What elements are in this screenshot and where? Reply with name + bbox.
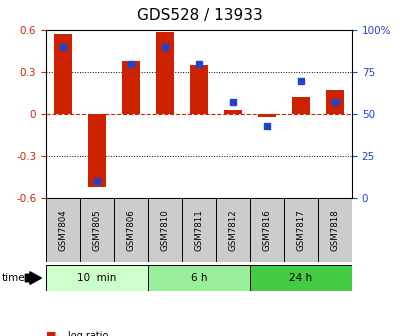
Point: [298, 78, 304, 83]
Text: 10  min: 10 min: [77, 273, 117, 283]
Bar: [284, 198, 318, 262]
Text: 24 h: 24 h: [290, 273, 312, 283]
Bar: [46, 198, 80, 262]
Bar: [216, 198, 250, 262]
Bar: [326, 90, 344, 114]
Bar: [156, 32, 174, 114]
Bar: [114, 198, 148, 262]
Bar: [182, 198, 216, 262]
Text: time: time: [2, 273, 26, 283]
Bar: [148, 198, 182, 262]
Bar: [250, 265, 352, 291]
Text: GDS528 / 13933: GDS528 / 13933: [137, 8, 263, 24]
Text: 6 h: 6 h: [191, 273, 207, 283]
Text: GSM7812: GSM7812: [228, 209, 238, 251]
FancyArrow shape: [25, 272, 42, 284]
Point: [230, 100, 236, 105]
Text: GSM7805: GSM7805: [92, 209, 102, 251]
Bar: [122, 61, 140, 114]
Bar: [224, 110, 242, 114]
Point: [332, 100, 338, 105]
Text: GSM7818: GSM7818: [330, 209, 340, 251]
Bar: [46, 265, 148, 291]
Text: GSM7816: GSM7816: [262, 209, 272, 251]
Point: [94, 179, 100, 184]
Bar: [250, 198, 284, 262]
Bar: [148, 265, 250, 291]
Bar: [318, 198, 352, 262]
Point: [162, 44, 168, 50]
Bar: [258, 114, 276, 117]
Bar: [190, 65, 208, 114]
Bar: [54, 35, 72, 114]
Text: ■: ■: [46, 331, 56, 336]
Text: GSM7811: GSM7811: [194, 209, 204, 251]
Bar: [292, 97, 310, 114]
Point: [264, 123, 270, 129]
Text: GSM7804: GSM7804: [58, 209, 68, 251]
Text: GSM7810: GSM7810: [160, 209, 170, 251]
Point: [60, 44, 66, 50]
Text: GSM7806: GSM7806: [126, 209, 136, 251]
Point: [196, 61, 202, 67]
Text: log ratio: log ratio: [68, 331, 108, 336]
Bar: [88, 114, 106, 187]
Point: [128, 61, 134, 67]
Text: GSM7817: GSM7817: [296, 209, 306, 251]
Bar: [80, 198, 114, 262]
